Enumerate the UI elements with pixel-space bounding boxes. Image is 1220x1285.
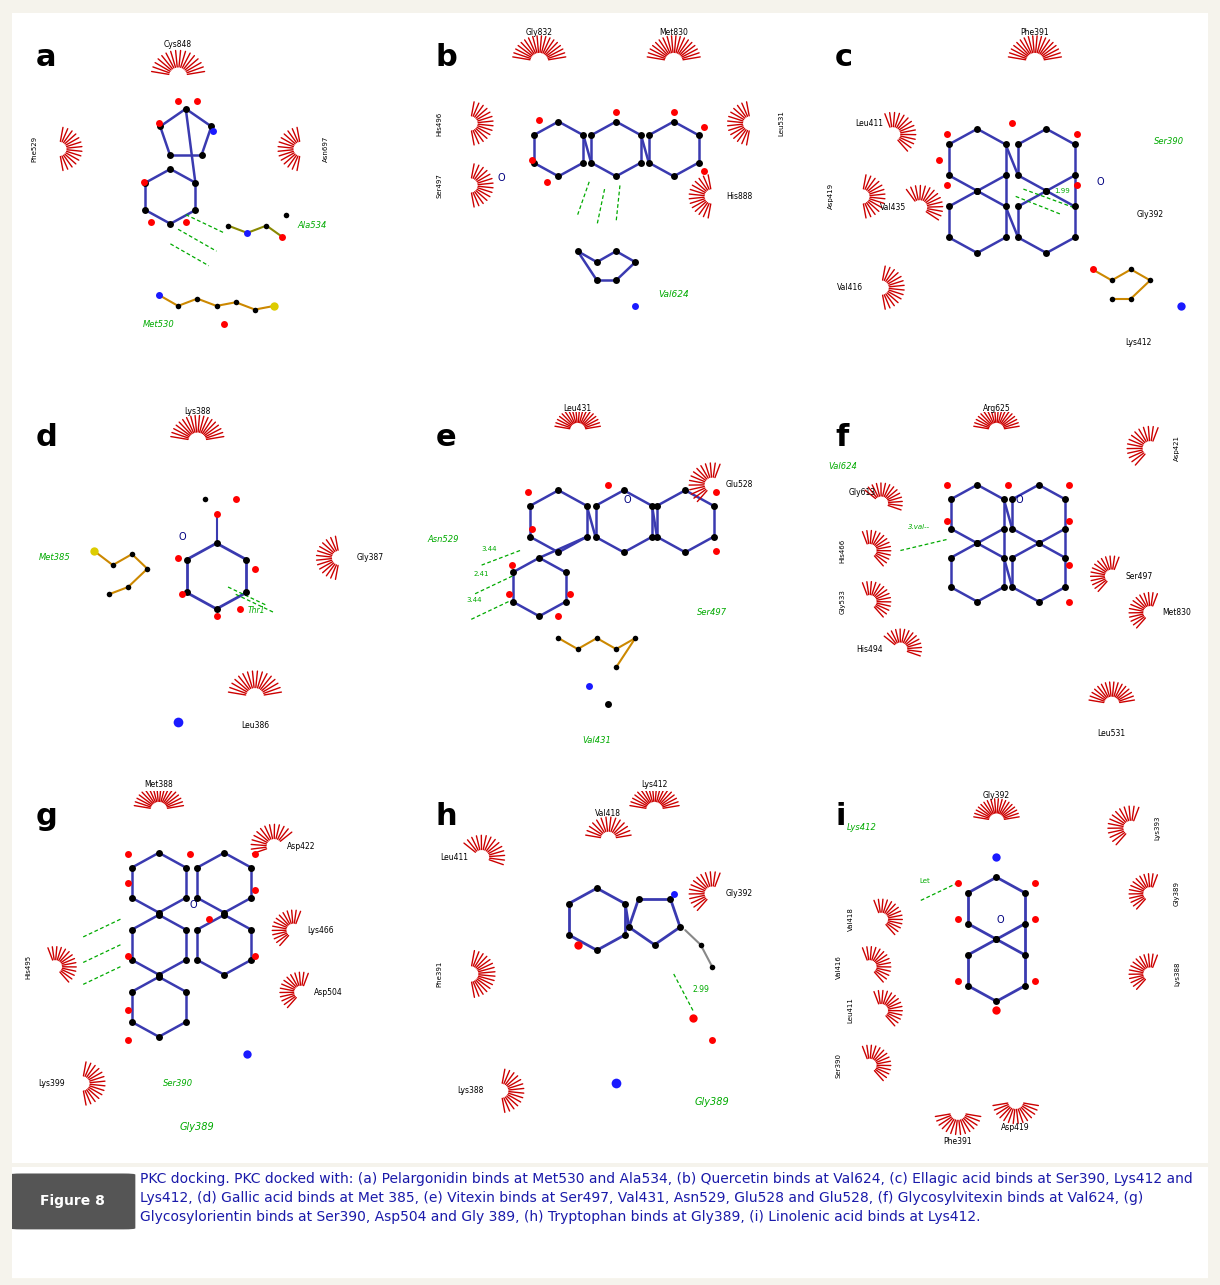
Text: Lys388: Lys388	[184, 407, 211, 416]
Text: Glu528: Glu528	[726, 481, 753, 490]
Text: Ser497: Ser497	[1125, 572, 1152, 581]
Text: Thr1: Thr1	[248, 605, 265, 614]
Text: Lys388: Lys388	[458, 1086, 483, 1095]
Text: Leu386: Leu386	[240, 721, 268, 730]
Text: Leu411: Leu411	[855, 120, 883, 128]
Text: 1.99: 1.99	[1054, 188, 1070, 194]
Text: Met830: Met830	[659, 27, 688, 37]
Text: Val418: Val418	[848, 907, 854, 932]
Text: g: g	[35, 802, 57, 831]
Text: Asp422: Asp422	[287, 842, 315, 851]
Text: Ser390: Ser390	[163, 1079, 193, 1088]
Text: Met388: Met388	[144, 780, 173, 789]
Text: 2.41: 2.41	[473, 571, 489, 577]
Text: O: O	[178, 532, 185, 541]
Text: O: O	[1097, 177, 1104, 188]
Text: i: i	[836, 802, 845, 831]
Text: Leu531: Leu531	[1098, 729, 1126, 738]
Text: Gly387: Gly387	[356, 554, 384, 563]
Text: Gly533: Gly533	[839, 590, 845, 614]
Text: Figure 8: Figure 8	[39, 1195, 105, 1208]
Text: Val624: Val624	[659, 290, 689, 299]
Text: Asp504: Asp504	[314, 988, 343, 997]
Text: a: a	[35, 44, 56, 72]
Text: Asp419: Asp419	[1002, 1123, 1030, 1132]
Text: 3.44: 3.44	[466, 596, 482, 603]
Text: Gly392: Gly392	[726, 889, 753, 898]
Text: Met385: Met385	[39, 554, 71, 563]
Text: PKC docking. PKC docked with: (a) Pelargonidin binds at Met530 and Ala534, (b) Q: PKC docking. PKC docked with: (a) Pelarg…	[140, 1172, 1193, 1225]
Text: His466: His466	[839, 538, 845, 563]
Text: Gly832: Gly832	[526, 27, 553, 37]
Text: Ser497: Ser497	[697, 608, 727, 617]
Text: Asn697: Asn697	[323, 136, 329, 162]
Text: 3.44: 3.44	[482, 546, 497, 551]
Text: Gly613: Gly613	[848, 487, 876, 496]
Text: Asp419: Asp419	[828, 184, 834, 209]
Text: Gly389: Gly389	[694, 1096, 730, 1106]
Text: O: O	[497, 173, 505, 184]
Text: Ala534: Ala534	[298, 221, 327, 230]
Text: Phe529: Phe529	[30, 136, 37, 162]
Text: O: O	[997, 915, 1004, 925]
Text: Leu411: Leu411	[848, 997, 854, 1023]
FancyBboxPatch shape	[10, 1173, 135, 1230]
Text: His494: His494	[856, 645, 883, 654]
Text: His496: His496	[437, 112, 443, 135]
Text: Gly392: Gly392	[983, 790, 1010, 799]
Text: c: c	[836, 44, 853, 72]
Text: Phe391: Phe391	[944, 1137, 972, 1146]
Text: Leu431: Leu431	[564, 403, 592, 412]
Text: Val624: Val624	[828, 463, 858, 472]
Text: h: h	[436, 802, 458, 831]
Text: Cys848: Cys848	[163, 40, 193, 49]
Text: Met530: Met530	[143, 320, 174, 329]
Text: Gly389: Gly389	[1174, 882, 1180, 906]
FancyBboxPatch shape	[0, 0, 1220, 1180]
Text: His888: His888	[726, 191, 753, 200]
Text: Lys412: Lys412	[642, 780, 667, 789]
Text: His495: His495	[26, 955, 32, 979]
Text: Val431: Val431	[582, 736, 611, 745]
Text: Phe391: Phe391	[1021, 27, 1049, 37]
Text: Lys388: Lys388	[1174, 961, 1180, 986]
Text: Leu531: Leu531	[778, 111, 784, 136]
Text: Ser390: Ser390	[1154, 137, 1185, 146]
Text: Let: Let	[920, 878, 931, 884]
FancyBboxPatch shape	[0, 1165, 1220, 1280]
Text: Gly392: Gly392	[1137, 211, 1164, 220]
Text: Gly389: Gly389	[179, 1122, 215, 1132]
Text: Asn529: Asn529	[427, 535, 459, 544]
Text: Phe391: Phe391	[437, 961, 443, 987]
Text: O: O	[623, 495, 632, 505]
Text: Ser497: Ser497	[437, 173, 443, 198]
Text: Lys399: Lys399	[38, 1079, 65, 1088]
Text: e: e	[436, 423, 456, 452]
Text: Asp421: Asp421	[1174, 436, 1180, 461]
Text: Lys393: Lys393	[1155, 816, 1161, 840]
Text: d: d	[35, 423, 57, 452]
Text: b: b	[436, 44, 458, 72]
Text: Lys412: Lys412	[1126, 338, 1152, 347]
Text: Val416: Val416	[836, 955, 842, 979]
Text: O: O	[1016, 495, 1024, 505]
Text: Ser390: Ser390	[836, 1052, 842, 1078]
Text: f: f	[836, 423, 848, 452]
Text: Val418: Val418	[595, 808, 621, 817]
Text: Val416: Val416	[837, 283, 864, 292]
Text: O: O	[189, 901, 198, 910]
Text: 3.val--: 3.val--	[908, 523, 930, 529]
Text: Lys412: Lys412	[847, 824, 877, 833]
Text: Met830: Met830	[1163, 608, 1192, 617]
Text: Arg625: Arg625	[982, 403, 1010, 412]
Text: 2.99: 2.99	[693, 986, 710, 995]
Text: Lys466: Lys466	[307, 925, 333, 934]
Text: Val435: Val435	[880, 203, 906, 212]
Text: Leu411: Leu411	[440, 853, 468, 862]
